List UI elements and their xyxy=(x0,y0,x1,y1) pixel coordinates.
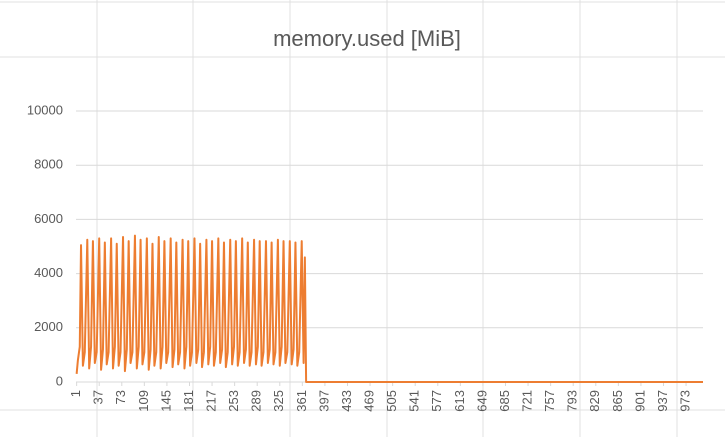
x-tick-label: 793 xyxy=(565,390,580,412)
x-tick-label: 253 xyxy=(226,390,241,412)
y-tick-label: 6000 xyxy=(34,211,63,226)
x-tick-label: 505 xyxy=(384,390,399,412)
x-tick-label: 361 xyxy=(294,390,309,412)
x-tick-label: 217 xyxy=(203,390,218,412)
x-tick-label: 325 xyxy=(271,390,286,412)
y-tick-label: 4000 xyxy=(34,265,63,280)
x-tick-label: 37 xyxy=(91,390,106,404)
x-tick-label: 937 xyxy=(655,390,670,412)
y-tick-label: 0 xyxy=(56,373,63,388)
x-tick-label: 109 xyxy=(136,390,151,412)
y-tick-label: 8000 xyxy=(34,157,63,172)
x-tick-label: 469 xyxy=(362,390,377,412)
x-tick-label: 73 xyxy=(113,390,128,404)
x-tick-label: 721 xyxy=(520,390,535,412)
x-tick-label: 1 xyxy=(68,390,83,397)
x-tick-label: 433 xyxy=(339,390,354,412)
x-tick-label: 901 xyxy=(632,390,647,412)
x-tick-label: 613 xyxy=(452,390,467,412)
x-tick-label: 757 xyxy=(542,390,557,412)
x-tick-label: 829 xyxy=(587,390,602,412)
x-tick-label: 289 xyxy=(249,390,264,412)
x-tick-label: 649 xyxy=(474,390,489,412)
x-tick-label: 577 xyxy=(429,390,444,412)
x-tick-label: 685 xyxy=(497,390,512,412)
x-tick-label: 973 xyxy=(678,390,693,412)
y-tick-label: 10000 xyxy=(27,102,63,117)
x-tick-label: 145 xyxy=(158,390,173,412)
y-tick-label: 2000 xyxy=(34,319,63,334)
series-line xyxy=(75,234,703,383)
x-tick-label: 397 xyxy=(316,390,331,412)
x-tick-label: 541 xyxy=(407,390,422,412)
x-tick-label: 181 xyxy=(181,390,196,412)
chart-title: memory.used [MiB] xyxy=(273,26,461,51)
x-tick-label: 865 xyxy=(610,390,625,412)
